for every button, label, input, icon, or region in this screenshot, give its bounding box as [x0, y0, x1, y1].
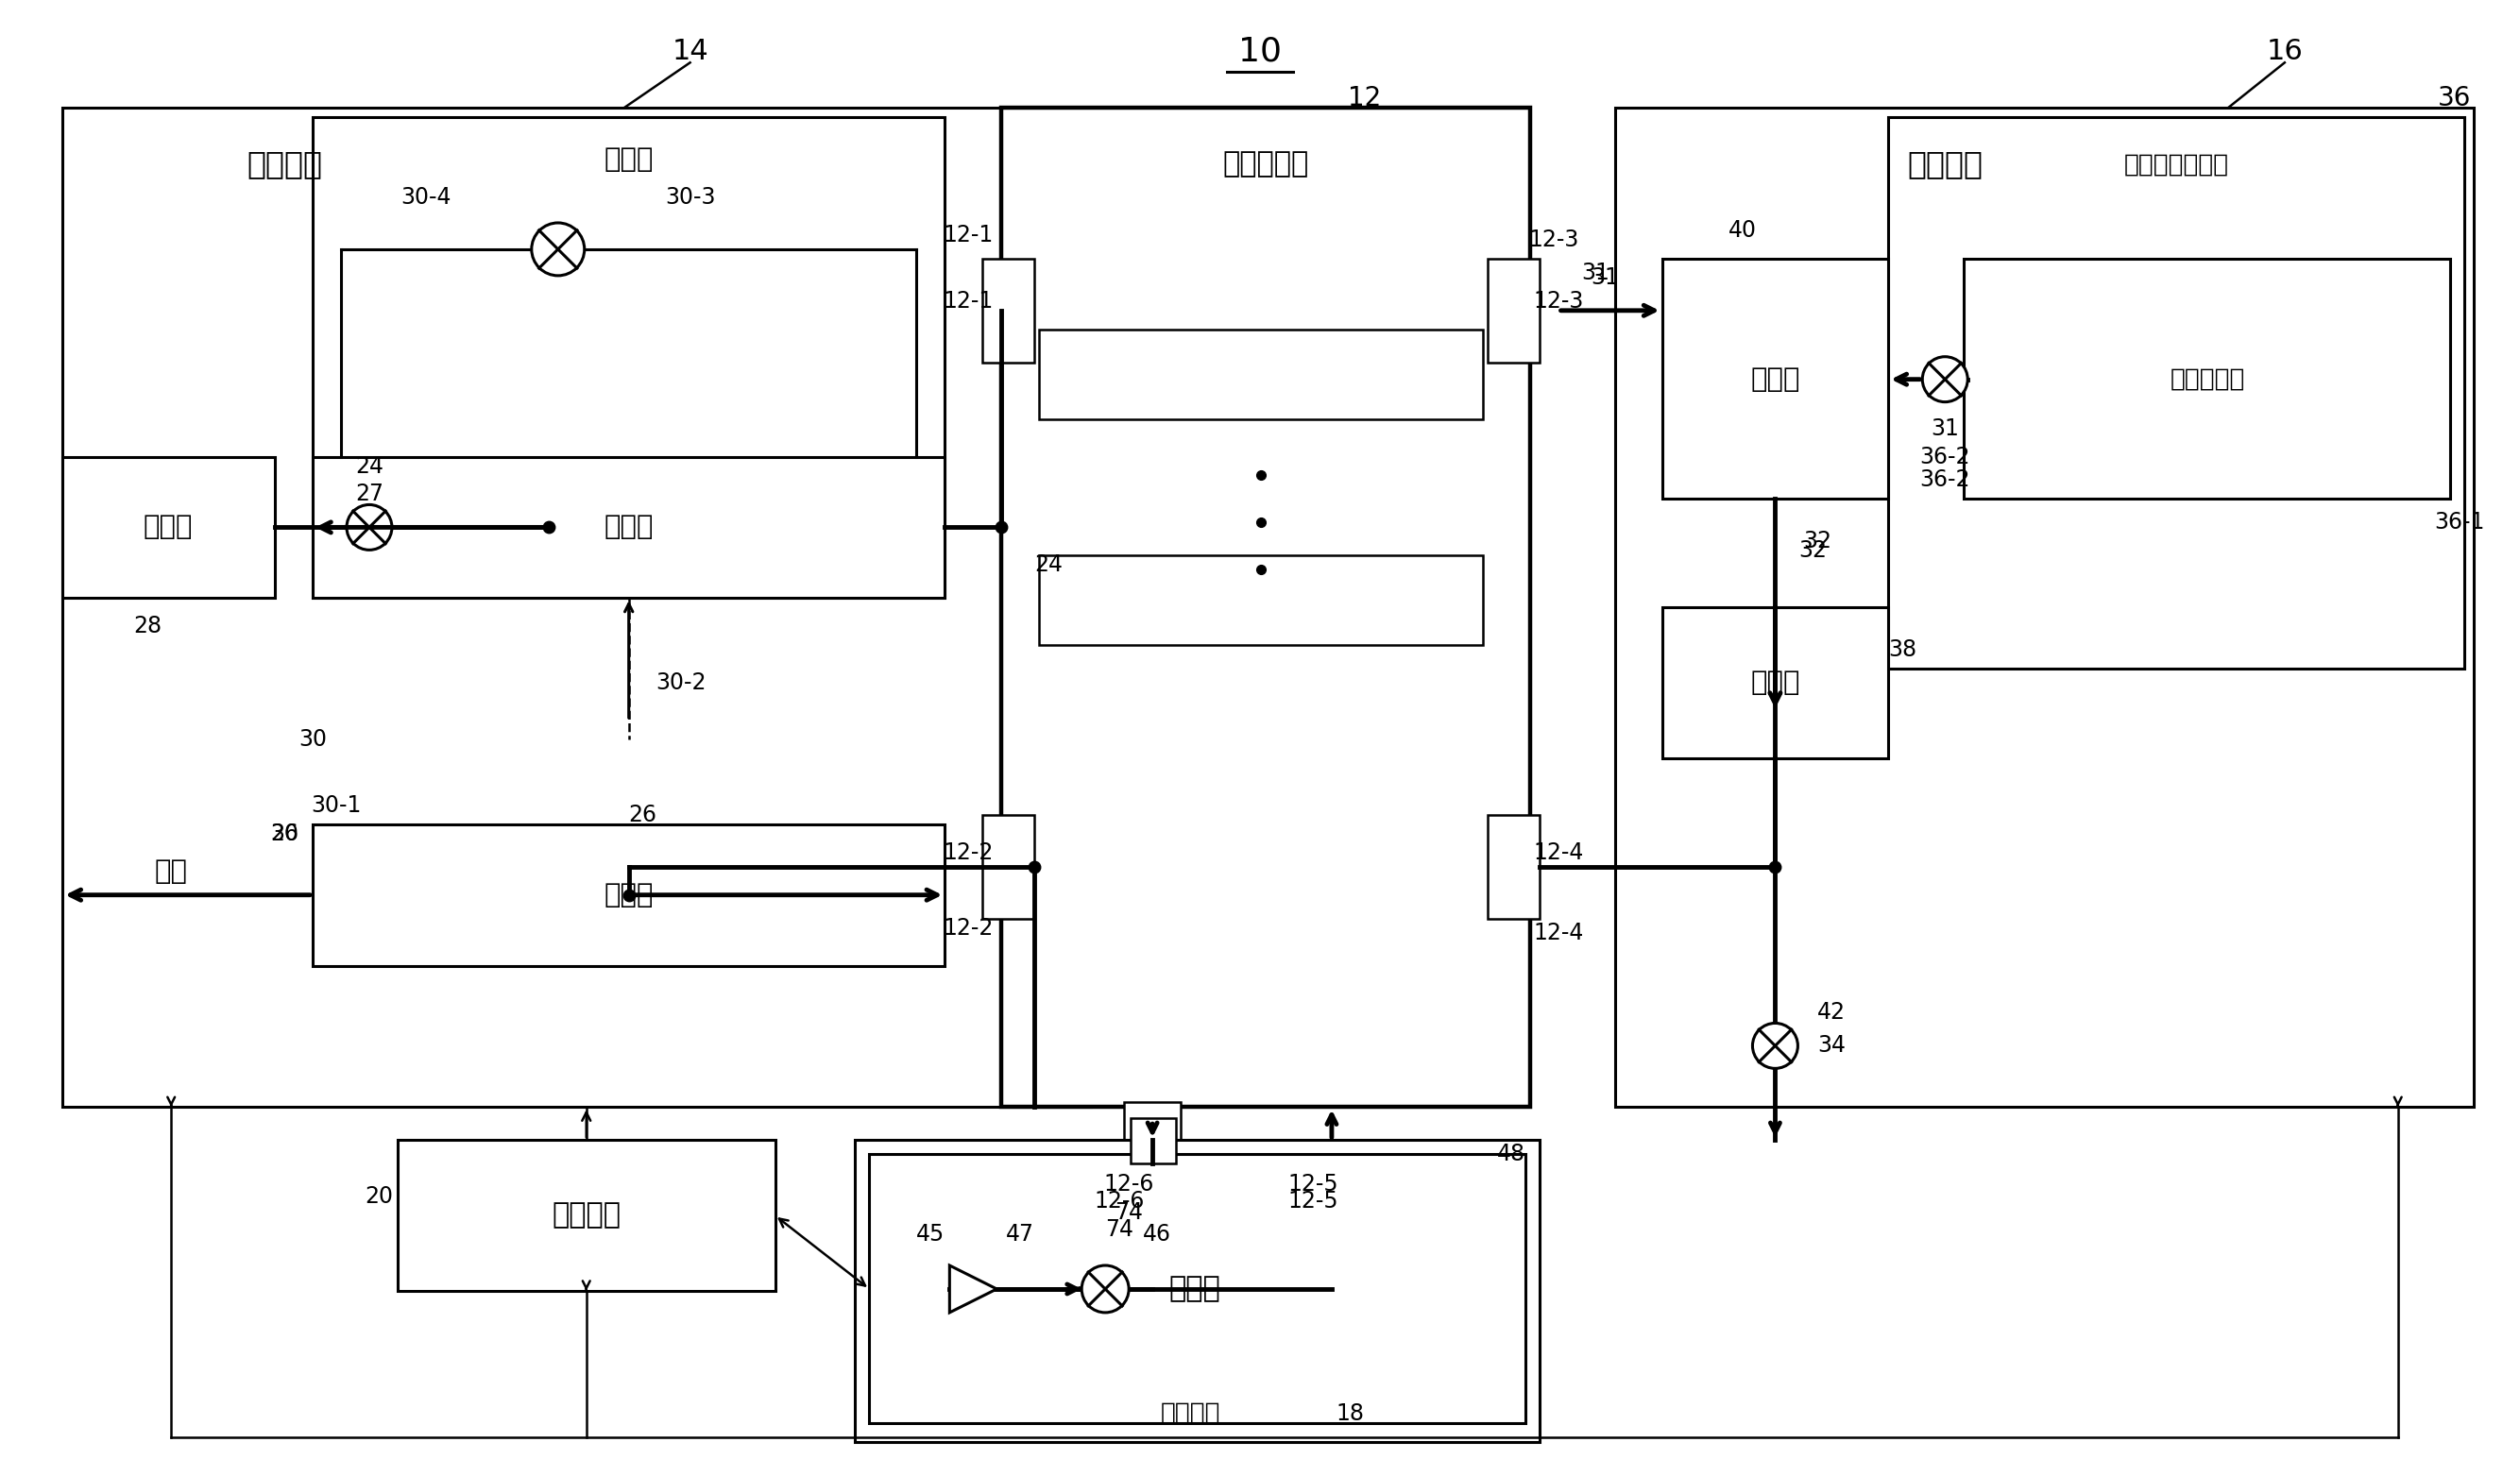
- Text: 47: 47: [1005, 1224, 1036, 1246]
- Bar: [63, 108, 1091, 1107]
- Text: 30-1: 30-1: [310, 794, 360, 816]
- Text: 30-2: 30-2: [655, 672, 706, 694]
- Text: 循环泵: 循环泵: [1751, 670, 1799, 697]
- Text: 34: 34: [1817, 1035, 1847, 1057]
- Text: 燃料电池堆: 燃料电池堆: [1222, 151, 1308, 179]
- Text: 12: 12: [1348, 86, 1381, 112]
- Text: 28: 28: [134, 615, 161, 638]
- Bar: [1131, 1119, 1177, 1163]
- Text: 12-3: 12-3: [1527, 229, 1578, 251]
- Circle shape: [348, 505, 393, 551]
- Text: 散热器: 散热器: [1169, 1275, 1220, 1303]
- Text: 回收部: 回收部: [605, 881, 653, 908]
- Text: 24: 24: [1036, 554, 1063, 576]
- Text: 12-6: 12-6: [1104, 1173, 1154, 1196]
- Text: 36-1: 36-1: [2434, 511, 2485, 534]
- Text: 26: 26: [270, 822, 297, 846]
- Text: 12-2: 12-2: [942, 841, 993, 863]
- Text: 74: 74: [1114, 1201, 1144, 1224]
- Text: 31: 31: [1583, 261, 1610, 283]
- Text: 27: 27: [355, 483, 383, 506]
- Text: 阳极装置: 阳极装置: [1908, 149, 1983, 180]
- Text: 14: 14: [673, 37, 708, 65]
- Text: 36-2: 36-2: [1920, 446, 1971, 468]
- Text: 加湿部: 加湿部: [605, 514, 653, 540]
- Circle shape: [532, 223, 585, 276]
- Text: 12-6: 12-6: [1094, 1190, 1144, 1213]
- Bar: [983, 258, 1036, 362]
- Text: 12-1: 12-1: [942, 289, 993, 313]
- Text: 引射器: 引射器: [1751, 366, 1799, 393]
- Text: 排气: 排气: [154, 858, 186, 884]
- Text: 31: 31: [1930, 418, 1958, 440]
- Bar: [869, 1154, 1525, 1423]
- Text: 阳极气体供给部: 阳极气体供给部: [2124, 152, 2228, 177]
- Text: 46: 46: [1144, 1224, 1172, 1246]
- Text: 36-2: 36-2: [1920, 469, 1971, 492]
- Text: 26: 26: [630, 803, 658, 827]
- Bar: [312, 117, 945, 598]
- Text: 12-4: 12-4: [1532, 921, 1583, 945]
- Text: 阳极气体罐: 阳极气体罐: [2170, 368, 2245, 391]
- Bar: [854, 1139, 1540, 1442]
- Text: 16: 16: [2265, 37, 2303, 65]
- Text: 42: 42: [1817, 1001, 1847, 1024]
- Text: 冷却装置: 冷却装置: [1159, 1401, 1220, 1426]
- Text: 12-5: 12-5: [1288, 1190, 1338, 1213]
- Bar: [1663, 608, 1887, 759]
- Text: 74: 74: [1106, 1218, 1134, 1241]
- Text: 32: 32: [1804, 530, 1832, 554]
- Bar: [1887, 117, 2465, 669]
- Text: 45: 45: [917, 1224, 945, 1246]
- Bar: [1038, 329, 1482, 419]
- Text: 12-2: 12-2: [942, 917, 993, 939]
- Text: 12-1: 12-1: [942, 224, 993, 246]
- Text: 20: 20: [365, 1185, 393, 1207]
- Bar: [1963, 258, 2449, 499]
- Text: 38: 38: [1887, 639, 1918, 661]
- Text: 12-3: 12-3: [1532, 289, 1583, 313]
- Text: 10: 10: [1237, 35, 1283, 68]
- Text: 24: 24: [355, 455, 383, 477]
- Text: 12-4: 12-4: [1532, 841, 1583, 863]
- Bar: [1487, 815, 1540, 918]
- Text: 阴极泵: 阴极泵: [144, 514, 194, 540]
- Bar: [398, 1139, 776, 1292]
- Text: 18: 18: [1336, 1402, 1366, 1424]
- Text: 32: 32: [1799, 540, 1827, 562]
- Bar: [312, 824, 945, 965]
- Text: 30-3: 30-3: [665, 186, 716, 208]
- Bar: [1615, 108, 2475, 1107]
- Bar: [63, 456, 275, 598]
- Bar: [1000, 108, 1530, 1107]
- Polygon shape: [950, 1265, 998, 1312]
- Text: 控制装置: 控制装置: [552, 1201, 620, 1230]
- Text: 阴极装置: 阴极装置: [247, 149, 323, 180]
- Circle shape: [1751, 1023, 1797, 1069]
- Text: 31: 31: [1590, 266, 1620, 289]
- Circle shape: [1081, 1265, 1129, 1312]
- Text: 加湿器: 加湿器: [605, 146, 653, 173]
- Bar: [1038, 555, 1482, 645]
- Text: 12-5: 12-5: [1288, 1173, 1338, 1196]
- Bar: [1663, 258, 1887, 499]
- Bar: [1487, 258, 1540, 362]
- Text: 30: 30: [270, 822, 297, 846]
- Text: 30: 30: [297, 728, 328, 751]
- Text: 40: 40: [1729, 218, 1756, 242]
- Circle shape: [1923, 357, 1968, 401]
- Text: 36: 36: [2437, 86, 2472, 112]
- Bar: [983, 815, 1036, 918]
- Bar: [312, 456, 945, 598]
- Text: 48: 48: [1497, 1142, 1525, 1166]
- Bar: [1124, 1103, 1182, 1163]
- Text: 30-4: 30-4: [401, 186, 451, 208]
